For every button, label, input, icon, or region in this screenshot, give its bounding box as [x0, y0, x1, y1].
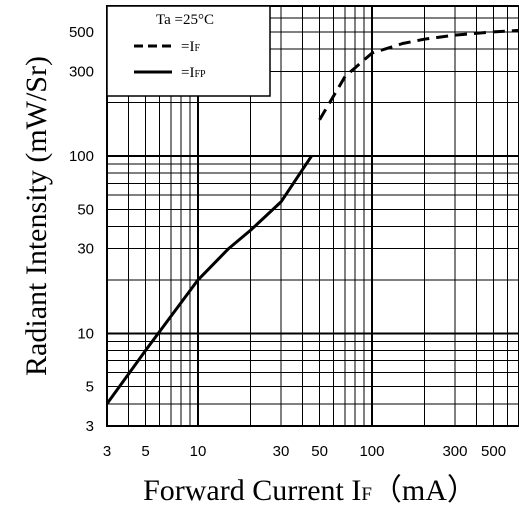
plot-frame: [106, 5, 519, 427]
legend-title: Ta =25°C: [156, 12, 214, 28]
x-tick-label: 3: [103, 443, 111, 460]
legend-box: [106, 5, 271, 97]
x-tick-label: 50: [311, 443, 328, 460]
y-tick-label: 500: [69, 24, 94, 41]
x-tick-label: 30: [273, 443, 290, 460]
x-tick-label: 300: [442, 443, 467, 460]
y-axis-title: Radiant Intensity (mW/Sr): [20, 56, 53, 376]
y-tick-label: 30: [77, 241, 94, 258]
y-tick-label: 5: [86, 379, 94, 396]
legend: Ta =25°C =IF =IFP: [106, 5, 271, 97]
series-line-solid: [105, 155, 313, 405]
legend-label-solid: =IFP: [181, 65, 206, 81]
x-tick-label: 500: [481, 443, 506, 460]
x-tick-label: 10: [190, 443, 207, 460]
y-tick-label: 50: [77, 201, 94, 218]
x-axis-title: Forward Current IF（mA）: [143, 474, 477, 507]
x-tick-label: 5: [141, 443, 149, 460]
y-tick-label: 3: [86, 418, 94, 435]
y-tick-label: 100: [69, 148, 94, 165]
x-tick-label: 100: [359, 443, 384, 460]
grid-lines: [106, 5, 519, 427]
series-line-dashed: [318, 28, 519, 121]
y-tick-label: 10: [77, 325, 94, 342]
legend-label-dashed: =IF: [181, 39, 200, 55]
y-tick-label: 300: [69, 63, 94, 80]
